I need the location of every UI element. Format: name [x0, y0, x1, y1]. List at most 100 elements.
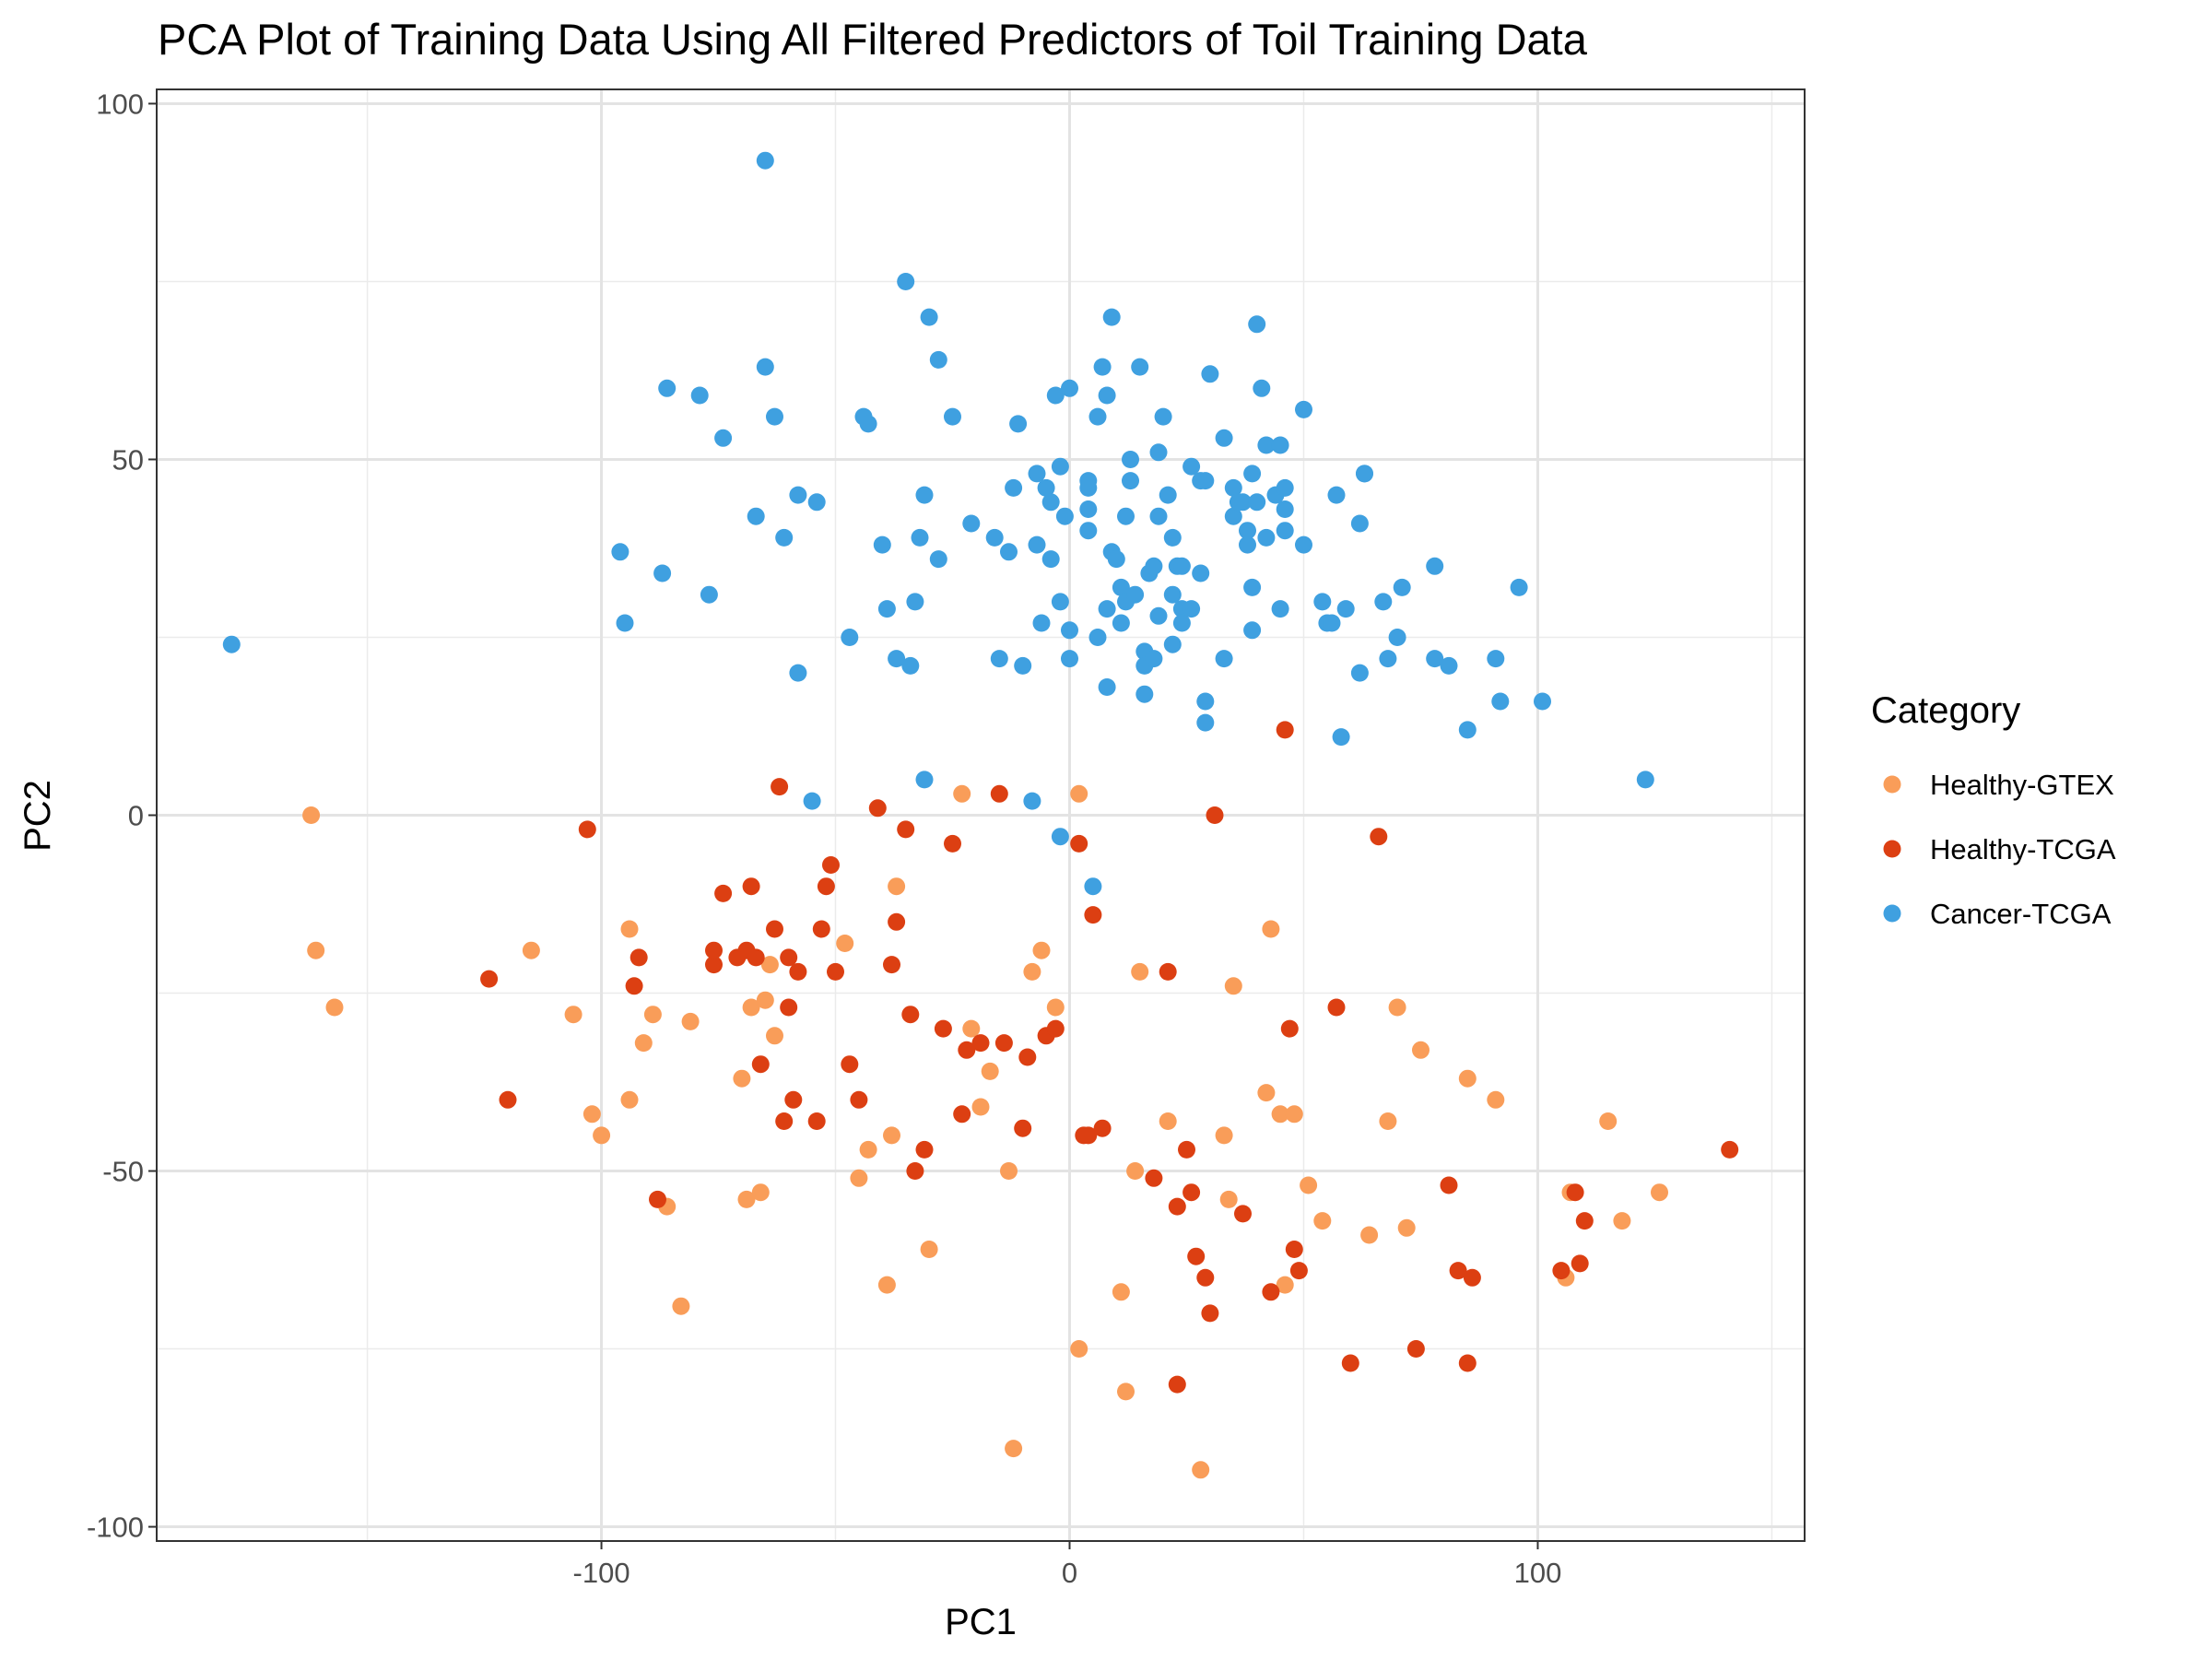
data-point: [1201, 365, 1219, 383]
data-point: [1248, 493, 1266, 512]
data-point: [1182, 457, 1201, 476]
data-point: [929, 350, 947, 369]
data-point: [1192, 564, 1210, 582]
points-layer: [222, 151, 1739, 1479]
data-point: [981, 1062, 999, 1080]
data-point: [784, 1090, 803, 1109]
data-point: [1458, 1354, 1477, 1372]
data-point: [625, 977, 643, 995]
data-point: [325, 998, 344, 1017]
legend-label: Healthy-GTEX: [1930, 769, 2114, 801]
data-point: [817, 877, 835, 896]
data-point: [1285, 1105, 1303, 1124]
data-point: [620, 1090, 639, 1109]
data-point: [1224, 507, 1242, 525]
data-point: [1117, 1382, 1135, 1401]
data-point: [1206, 806, 1224, 824]
legend-item: Healthy-TCGA: [1883, 833, 2116, 865]
data-point: [1257, 1084, 1276, 1102]
data-point: [1145, 557, 1163, 575]
data-point: [1163, 635, 1182, 653]
data-point: [827, 962, 844, 981]
data-point: [1070, 834, 1088, 853]
data-point: [480, 970, 499, 988]
data-point: [1061, 650, 1078, 668]
data-point: [1571, 1254, 1589, 1273]
data-point: [920, 308, 938, 326]
data-point: [1041, 493, 1060, 512]
data-point: [1295, 400, 1312, 418]
data-point: [733, 1069, 751, 1088]
data-point: [906, 593, 924, 611]
data-point: [841, 1055, 859, 1074]
x-tick-label: -100: [573, 1557, 630, 1589]
data-point: [643, 1006, 662, 1024]
data-point: [1000, 543, 1018, 561]
data-point: [1192, 1461, 1210, 1479]
data-point: [1276, 721, 1294, 739]
legend-item: Healthy-GTEX: [1883, 769, 2114, 801]
data-point: [990, 650, 1008, 668]
data-point: [1131, 962, 1149, 981]
data-point: [222, 635, 241, 653]
data-point: [714, 884, 733, 902]
data-point: [1154, 407, 1172, 426]
data-point: [1566, 1183, 1584, 1202]
data-point: [1112, 578, 1130, 596]
data-point: [1262, 1283, 1280, 1301]
data-point: [1084, 906, 1102, 924]
data-point: [1028, 465, 1046, 483]
data-point: [705, 956, 723, 974]
data-point: [1201, 1304, 1219, 1323]
data-point: [747, 507, 765, 525]
data-point: [1055, 507, 1074, 525]
data-point: [690, 386, 709, 405]
data-point: [1122, 451, 1139, 468]
data-point: [1126, 1162, 1145, 1180]
data-point: [1243, 621, 1262, 640]
data-point: [807, 493, 826, 512]
data-point: [944, 407, 961, 426]
data-point: [1079, 522, 1098, 540]
data-point: [1215, 650, 1233, 668]
data-point: [564, 1006, 582, 1024]
legend-swatch: [1883, 904, 1901, 923]
data-point: [1098, 600, 1116, 618]
data-point: [775, 1112, 794, 1130]
y-tick-label: 50: [112, 443, 144, 476]
data-point: [1079, 1126, 1098, 1145]
data-point: [1651, 1183, 1668, 1202]
data-point: [1149, 507, 1168, 525]
data-point: [780, 948, 798, 967]
data-point: [929, 550, 947, 569]
data-point: [971, 1098, 990, 1116]
data-point: [944, 834, 961, 853]
data-point: [582, 1105, 601, 1124]
data-point: [1412, 1041, 1430, 1059]
data-point: [1276, 1276, 1294, 1294]
x-tick-label: 100: [1514, 1557, 1562, 1589]
data-point: [522, 941, 540, 959]
data-point: [859, 1140, 877, 1159]
data-point: [877, 1276, 896, 1294]
data-point: [1005, 478, 1023, 497]
data-point: [1196, 713, 1215, 732]
data-point: [653, 564, 672, 582]
data-point: [1449, 1262, 1467, 1280]
data-point: [850, 1169, 868, 1187]
data-point: [756, 151, 774, 170]
data-point: [1098, 386, 1116, 405]
data-point: [1327, 486, 1346, 504]
data-point: [1041, 550, 1060, 569]
data-point: [1093, 1119, 1112, 1137]
data-point: [1028, 535, 1046, 554]
data-point: [1239, 535, 1256, 554]
data-point: [1234, 1205, 1252, 1223]
data-point: [1276, 478, 1294, 497]
data-point: [1360, 1226, 1379, 1244]
data-point: [1313, 1212, 1332, 1230]
data-point: [1070, 784, 1088, 803]
data-point: [756, 991, 774, 1009]
data-point: [658, 379, 677, 397]
